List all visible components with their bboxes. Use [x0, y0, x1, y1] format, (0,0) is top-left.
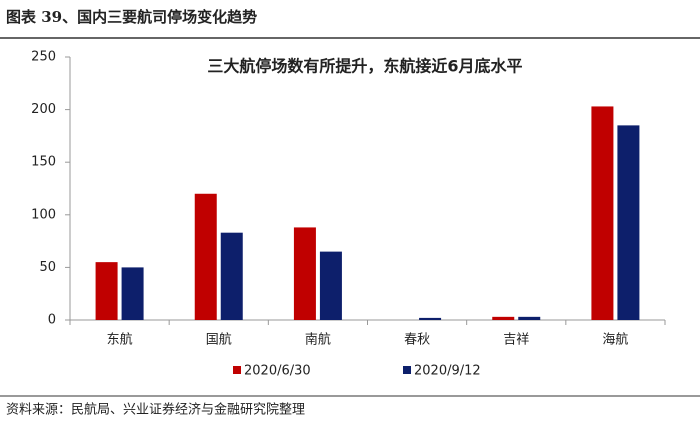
bar [492, 316, 515, 320]
y-tick-label: 250 [31, 50, 56, 65]
x-tick-label: 春秋 [404, 333, 430, 348]
annotation: 三大航停场数有所提升，东航接近6月底水平 [207, 57, 522, 76]
bar [220, 232, 243, 320]
x-tick-label: 海航 [602, 332, 628, 348]
y-tick-label: 150 [31, 155, 56, 170]
page-title: 图表 39、国内三要航司停场变化趋势 [6, 8, 257, 26]
bar [419, 317, 442, 320]
bar [591, 106, 614, 320]
bar [293, 227, 316, 320]
x-tick-label: 东航 [107, 332, 133, 348]
x-tick-label: 南航 [305, 332, 331, 348]
legend-label: 2020/6/30 [244, 364, 311, 379]
y-tick-label: 0 [48, 313, 56, 328]
y-tick-label: 50 [39, 260, 56, 275]
x-tick-label: 吉祥 [503, 333, 529, 348]
legend-label: 2020/9/12 [414, 364, 481, 379]
bar [121, 267, 144, 320]
bar [518, 316, 541, 320]
bar [617, 125, 640, 320]
source: 资料来源：民航局、兴业证券经济与金融研究院整理 [6, 402, 305, 418]
x-tick-label: 国航 [206, 332, 232, 348]
legend-swatch [403, 366, 411, 374]
y-tick-label: 200 [31, 102, 56, 117]
bar [194, 193, 217, 320]
bar [319, 251, 342, 320]
bar [95, 262, 118, 320]
y-tick-label: 100 [31, 207, 56, 222]
legend-swatch [233, 366, 241, 374]
